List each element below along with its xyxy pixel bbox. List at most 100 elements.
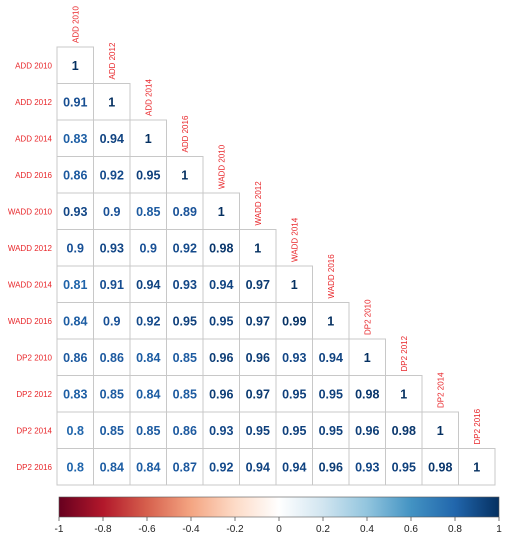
cell-value: 0.8 <box>67 424 84 438</box>
cell-value: 0.9 <box>67 241 84 255</box>
cell-value: 0.81 <box>63 278 87 292</box>
cell-value: 0.92 <box>209 460 233 474</box>
cell-dp2-2016-add-2014 <box>129 448 167 486</box>
row-label-dp2-2010: DP2 2010 <box>16 353 52 362</box>
cell-dp2-2016-wadd-2016 <box>312 448 350 486</box>
row-label-add-2014: ADD 2014 <box>15 134 52 143</box>
cell-value: 0.85 <box>173 387 197 401</box>
row-label-wadd-2014: WADD 2014 <box>8 280 53 289</box>
row-label-wadd-2016: WADD 2016 <box>8 317 53 326</box>
cell-value: 0.87 <box>173 460 197 474</box>
row-label-dp2-2014: DP2 2014 <box>16 426 52 435</box>
cell-value: 1 <box>108 95 115 109</box>
colorbar-tick-label: 0.4 <box>360 524 374 535</box>
cell-value: 0.94 <box>136 278 160 292</box>
cell-wadd-2016-wadd-2016 <box>312 302 350 340</box>
cell-add-2012-add-2010 <box>56 83 94 121</box>
cell-wadd-2014-add-2012 <box>93 265 131 303</box>
cell-dp2-2016-dp2-2014 <box>421 448 459 486</box>
cell-add-2016-add-2012 <box>93 156 131 194</box>
cell-dp2-2012-wadd-2010 <box>202 375 240 413</box>
cell-value: 0.97 <box>246 314 270 328</box>
cell-value: 1 <box>145 132 152 146</box>
cell-value: 1 <box>291 278 298 292</box>
cell-value: 0.95 <box>282 387 306 401</box>
cell-wadd-2012-wadd-2012 <box>239 229 277 267</box>
colorbar-tick-label: 0.6 <box>404 524 418 535</box>
cell-value: 0.93 <box>282 351 306 365</box>
cell-value: 0.92 <box>100 168 124 182</box>
cell-add-2010-add-2010 <box>56 46 94 84</box>
column-label-wadd-2014: WADD 2014 <box>290 217 299 262</box>
colorbar-gradient <box>58 496 500 518</box>
colorbar-tick-label: -1 <box>55 524 64 535</box>
column-label-add-2014: ADD 2014 <box>144 79 153 116</box>
cell-dp2-2012-add-2012 <box>93 375 131 413</box>
cell-wadd-2014-wadd-2014 <box>275 265 313 303</box>
cell-value: 0.85 <box>173 351 197 365</box>
cell-value: 0.95 <box>319 424 343 438</box>
column-label-wadd-2010: WADD 2010 <box>217 144 226 189</box>
row-label-add-2012: ADD 2012 <box>15 98 52 107</box>
cell-value: 0.85 <box>136 424 160 438</box>
colorbar-tick-label: -0.8 <box>94 524 112 535</box>
column-label-dp2-2012: DP2 2012 <box>400 335 409 371</box>
cell-value: 0.84 <box>100 460 124 474</box>
cell-value: 0.83 <box>63 387 87 401</box>
cell-dp2-2012-add-2016 <box>166 375 204 413</box>
cell-dp2-2016-add-2010 <box>56 448 94 486</box>
cell-value: 0.89 <box>173 205 197 219</box>
cell-dp2-2016-dp2-2010 <box>348 448 386 486</box>
cell-wadd-2016-add-2014 <box>129 302 167 340</box>
cell-value: 0.95 <box>136 168 160 182</box>
row-label-wadd-2012: WADD 2012 <box>8 244 53 253</box>
cell-value: 0.85 <box>100 424 124 438</box>
cell-dp2-2016-add-2016 <box>166 448 204 486</box>
cell-value: 0.94 <box>282 460 306 474</box>
column-label-wadd-2016: WADD 2016 <box>327 254 336 299</box>
cell-wadd-2014-wadd-2012 <box>239 265 277 303</box>
cell-wadd-2014-add-2010 <box>56 265 94 303</box>
cell-value: 0.83 <box>63 132 87 146</box>
cell-value: 0.85 <box>136 205 160 219</box>
cell-value: 1 <box>364 351 371 365</box>
colorbar-tick-label: -0.2 <box>226 524 244 535</box>
cell-value: 0.98 <box>209 241 233 255</box>
cell-value: 0.94 <box>319 351 343 365</box>
cell-value: 0.96 <box>246 351 270 365</box>
cell-value: 0.95 <box>282 424 306 438</box>
cell-dp2-2016-dp2-2012 <box>385 448 423 486</box>
cell-wadd-2012-add-2012 <box>93 229 131 267</box>
cell-value: 0.95 <box>319 387 343 401</box>
cell-value: 0.86 <box>63 168 87 182</box>
cell-dp2-2016-dp2-2016 <box>458 448 496 486</box>
cell-value: 1 <box>218 205 225 219</box>
cell-dp2-2014-dp2-2014 <box>421 411 459 449</box>
cell-value: 1 <box>181 168 188 182</box>
cell-value: 0.93 <box>209 424 233 438</box>
cell-value: 0.91 <box>100 278 124 292</box>
cell-value: 0.96 <box>319 460 343 474</box>
column-label-dp2-2010: DP2 2010 <box>363 299 372 335</box>
cell-value: 0.97 <box>246 278 270 292</box>
column-labels: ADD 2010 ADD 2012 ADD 2014 ADD 2016 WADD 201… <box>71 6 482 445</box>
cell-value: 0.86 <box>173 424 197 438</box>
cell-value: 0.94 <box>209 278 233 292</box>
cell-value: 0.93 <box>173 278 197 292</box>
cell-value: 0.86 <box>100 351 124 365</box>
cell-value: 1 <box>327 314 334 328</box>
cell-dp2-2012-dp2-2010 <box>348 375 386 413</box>
colorbar: -1 -0.8 -0.6 -0.4 -0.2 0 0.2 0.4 0.6 0.8 1 <box>55 496 502 535</box>
cell-value: 0.91 <box>63 95 87 109</box>
cell-dp2-2010-wadd-2012 <box>239 338 277 376</box>
cell-wadd-2010-add-2012 <box>93 192 131 230</box>
cell-value: 1 <box>473 460 480 474</box>
colorbar-tick-label: 0.8 <box>448 524 462 535</box>
cell-value: 0.98 <box>355 387 379 401</box>
cell-value: 0.9 <box>103 314 120 328</box>
row-label-dp2-2012: DP2 2012 <box>16 390 52 399</box>
colorbar-tick-label: 0 <box>276 524 282 535</box>
row-labels: ADD 2010 ADD 2012 ADD 2014 ADD 2016 WADD 201… <box>8 61 53 472</box>
column-label-add-2010: ADD 2010 <box>71 6 80 43</box>
